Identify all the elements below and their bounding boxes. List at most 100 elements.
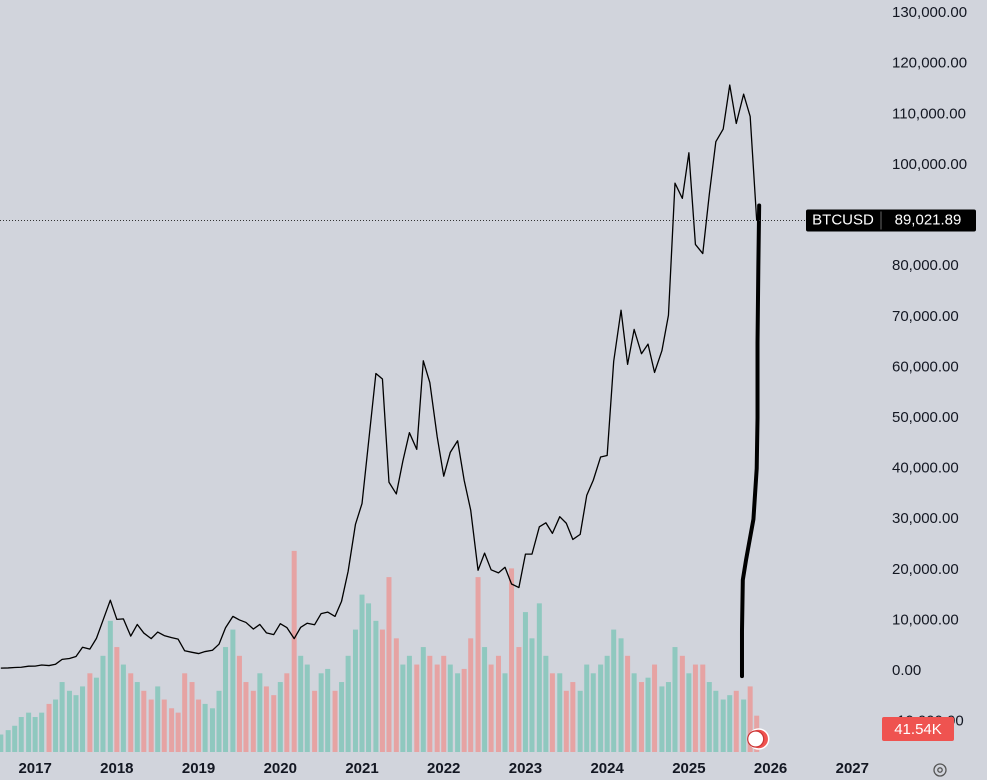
y-tick-label: 100,000.00 bbox=[892, 156, 967, 173]
volume-bar bbox=[393, 638, 399, 752]
volume-bar bbox=[291, 550, 297, 752]
volume-bar bbox=[400, 664, 406, 752]
volume-bar bbox=[223, 647, 229, 752]
x-tick-label: 2022 bbox=[427, 760, 460, 777]
volume-bar bbox=[563, 690, 569, 752]
volume-bar bbox=[611, 629, 617, 752]
y-tick-label: 20,000.00 bbox=[892, 561, 959, 578]
volume-bar bbox=[373, 620, 379, 752]
volume-label: 41.54K bbox=[894, 721, 942, 738]
volume-bar bbox=[366, 603, 372, 752]
volume-bar bbox=[12, 725, 18, 752]
x-tick-label: 2021 bbox=[345, 760, 378, 777]
volume-bar bbox=[727, 695, 733, 752]
volume-bar bbox=[46, 703, 52, 752]
volume-bar bbox=[59, 682, 65, 752]
volume-bar bbox=[66, 690, 72, 752]
volume-bar bbox=[312, 690, 318, 752]
volume-bar bbox=[18, 717, 24, 752]
volume-bar bbox=[420, 647, 426, 752]
volume-bar bbox=[318, 673, 324, 752]
volume-bar bbox=[713, 690, 719, 752]
volume-bar bbox=[455, 673, 461, 752]
volume-bar bbox=[202, 703, 208, 752]
volume-bar bbox=[543, 655, 549, 752]
volume-bar bbox=[93, 677, 99, 752]
x-tick-label: 2026 bbox=[754, 760, 787, 777]
volume-bar bbox=[720, 699, 726, 752]
volume-bar bbox=[339, 682, 345, 752]
volume-bar bbox=[434, 664, 440, 752]
volume-bar bbox=[488, 664, 494, 752]
volume-bar bbox=[332, 690, 338, 752]
volume-bar bbox=[659, 686, 665, 752]
y-tick-label: 10,000.00 bbox=[892, 611, 959, 628]
y-tick-label: 0.00 bbox=[892, 662, 921, 679]
volume-bar bbox=[263, 686, 269, 752]
x-tick-label: 2024 bbox=[590, 760, 624, 777]
volume-bar bbox=[427, 655, 433, 752]
volume-bar bbox=[686, 673, 692, 752]
volume-bar bbox=[80, 686, 86, 752]
volume-bar bbox=[107, 620, 113, 752]
volume-bar bbox=[522, 612, 528, 752]
volume-bar bbox=[652, 664, 658, 752]
volume-bar bbox=[604, 655, 610, 752]
volume-bar bbox=[53, 699, 59, 752]
x-tick-label: 2018 bbox=[100, 760, 133, 777]
volume-bar bbox=[284, 673, 290, 752]
volume-bar bbox=[0, 734, 4, 752]
x-tick-label: 2017 bbox=[18, 760, 51, 777]
volume-bar bbox=[631, 673, 637, 752]
volume-bar bbox=[298, 655, 304, 752]
volume-bar bbox=[216, 690, 222, 752]
price-line bbox=[0, 84, 758, 669]
volume-bar bbox=[230, 629, 236, 752]
volume-bar bbox=[502, 673, 508, 752]
volume-bar bbox=[706, 682, 712, 752]
volume-bar bbox=[26, 712, 32, 752]
volume-bar bbox=[257, 673, 263, 752]
volume-bar bbox=[250, 690, 256, 752]
volume-bar bbox=[590, 673, 596, 752]
volume-bar bbox=[549, 673, 555, 752]
volume-bar bbox=[618, 638, 624, 752]
volume-bar bbox=[155, 686, 161, 752]
volume-bar bbox=[406, 655, 412, 752]
y-tick-label: 40,000.00 bbox=[892, 460, 959, 477]
volume-bar bbox=[414, 664, 420, 752]
volume-badge bbox=[882, 717, 954, 741]
volume-bar bbox=[161, 699, 167, 752]
volume-bar bbox=[692, 664, 698, 752]
volume-bar bbox=[468, 638, 474, 752]
volume-bar bbox=[128, 673, 134, 752]
y-tick-label: 60,000.00 bbox=[892, 358, 959, 375]
volume-bar bbox=[236, 655, 242, 752]
volume-bar bbox=[379, 629, 385, 752]
volume-bar bbox=[175, 712, 181, 752]
volume-bar bbox=[114, 647, 120, 752]
gear-hub bbox=[937, 767, 943, 773]
y-tick-label: 70,000.00 bbox=[892, 308, 959, 325]
y-tick-label: 30,000.00 bbox=[892, 510, 959, 527]
y-tick-label: 110,000.00 bbox=[892, 105, 966, 122]
price-tag bbox=[806, 209, 976, 232]
volume-bar bbox=[148, 699, 154, 752]
volume-bar bbox=[196, 699, 202, 752]
volume-bar bbox=[120, 664, 126, 752]
volume-bar bbox=[169, 708, 175, 752]
x-tick-label: 2019 bbox=[182, 760, 215, 777]
axis-layer: -10,000.000.0010,000.0020,000.0030,000.0… bbox=[18, 4, 976, 777]
x-tick-label: 2020 bbox=[264, 760, 297, 777]
volume-bar bbox=[665, 682, 671, 752]
settings-icon[interactable] bbox=[933, 763, 947, 777]
volume-bar bbox=[141, 690, 147, 752]
volume-bar bbox=[5, 730, 11, 752]
flag-icon-inner bbox=[747, 730, 765, 748]
volume-bar bbox=[32, 717, 38, 752]
volume-bar bbox=[182, 673, 188, 752]
volume-bar bbox=[352, 629, 358, 752]
volume-bar bbox=[39, 712, 45, 752]
